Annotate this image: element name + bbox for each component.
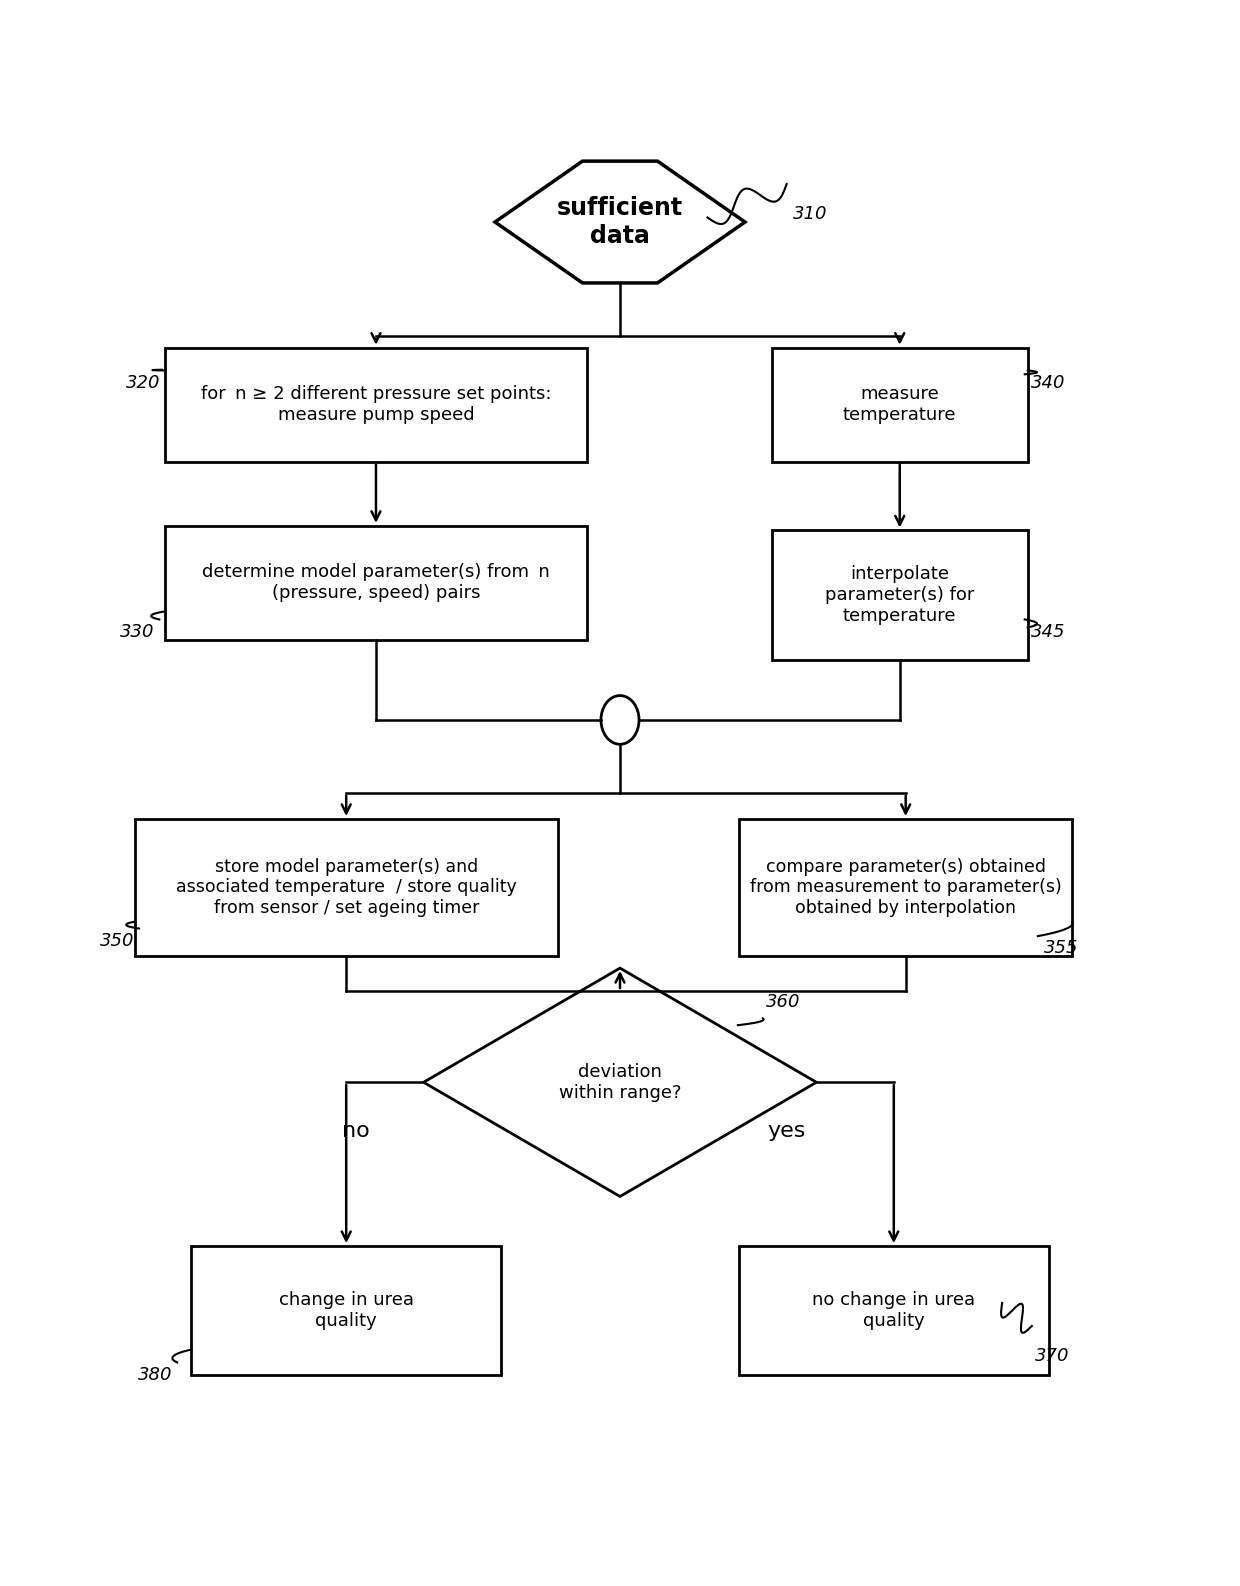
Text: deviation
within range?: deviation within range? bbox=[559, 1063, 681, 1102]
Text: change in urea
quality: change in urea quality bbox=[279, 1291, 414, 1331]
Text: yes: yes bbox=[768, 1121, 806, 1140]
Text: 350: 350 bbox=[99, 931, 134, 950]
Text: 330: 330 bbox=[120, 623, 155, 641]
Polygon shape bbox=[424, 967, 816, 1196]
Text: 355: 355 bbox=[1044, 939, 1079, 958]
Polygon shape bbox=[495, 162, 745, 282]
FancyBboxPatch shape bbox=[771, 530, 1028, 660]
FancyBboxPatch shape bbox=[165, 527, 588, 641]
Text: 370: 370 bbox=[1035, 1348, 1070, 1366]
Text: 380: 380 bbox=[138, 1366, 172, 1383]
Text: for  n ≥ 2 different pressure set points:
measure pump speed: for n ≥ 2 different pressure set points:… bbox=[201, 385, 552, 423]
Text: 310: 310 bbox=[792, 206, 827, 224]
Text: determine model parameter(s) from  n
(pressure, speed) pairs: determine model parameter(s) from n (pre… bbox=[202, 563, 549, 603]
Text: store model parameter(s) and
associated temperature  / store quality
from sensor: store model parameter(s) and associated … bbox=[176, 858, 517, 917]
Text: sufficient
data: sufficient data bbox=[557, 197, 683, 247]
Text: 345: 345 bbox=[1030, 623, 1065, 641]
Text: 340: 340 bbox=[1030, 374, 1065, 392]
FancyBboxPatch shape bbox=[135, 818, 558, 956]
FancyBboxPatch shape bbox=[771, 347, 1028, 462]
Text: no change in urea
quality: no change in urea quality bbox=[812, 1291, 976, 1331]
FancyBboxPatch shape bbox=[739, 818, 1073, 956]
Text: no: no bbox=[342, 1121, 370, 1140]
FancyBboxPatch shape bbox=[739, 1247, 1049, 1375]
Text: 320: 320 bbox=[126, 374, 160, 392]
FancyBboxPatch shape bbox=[165, 347, 588, 462]
FancyBboxPatch shape bbox=[191, 1247, 501, 1375]
Text: interpolate
parameter(s) for
temperature: interpolate parameter(s) for temperature bbox=[825, 565, 975, 625]
Circle shape bbox=[601, 696, 639, 744]
Text: 360: 360 bbox=[766, 993, 801, 1010]
Text: measure
temperature: measure temperature bbox=[843, 385, 956, 423]
Text: compare parameter(s) obtained
from measurement to parameter(s)
obtained by inter: compare parameter(s) obtained from measu… bbox=[750, 858, 1061, 917]
